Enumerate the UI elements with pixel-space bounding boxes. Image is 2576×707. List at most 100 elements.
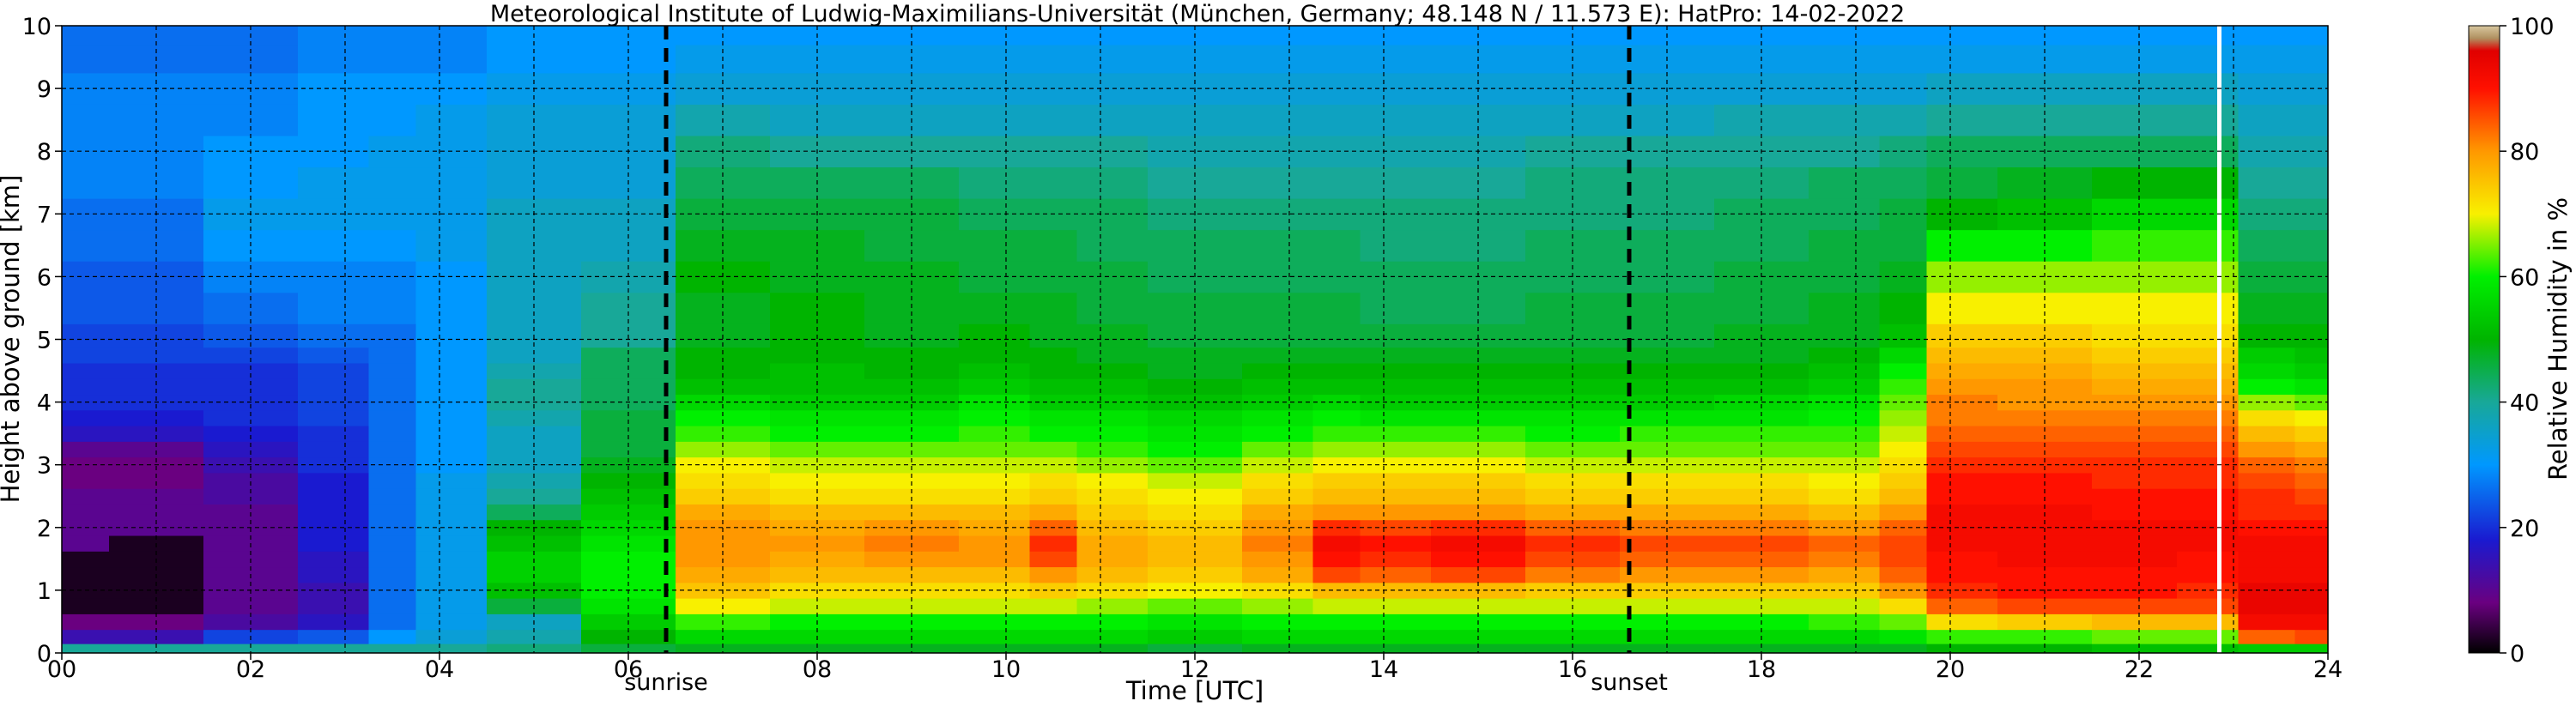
heatmap-cell <box>1360 441 1432 458</box>
heatmap-cell <box>959 441 1031 458</box>
heatmap-cell <box>1242 472 1314 489</box>
heatmap-cell <box>368 135 417 168</box>
heatmap-cell <box>581 441 676 458</box>
heatmap-cell <box>2092 44 2178 74</box>
heatmap-cell <box>1997 644 2093 654</box>
heatmap-cell <box>415 44 488 74</box>
heatmap-cell <box>2177 347 2240 364</box>
heatmap-cell <box>1242 292 1314 324</box>
heatmap-cell <box>1879 551 1928 568</box>
heatmap-cell <box>1360 472 1432 489</box>
heatmap-cell <box>1620 426 1715 442</box>
heatmap-cell <box>1076 535 1149 552</box>
heatmap-cell <box>2177 26 2240 45</box>
x-tick-label: 02 <box>236 656 265 683</box>
heatmap-cell <box>1242 551 1314 568</box>
heatmap-cell <box>1879 426 1928 442</box>
heatmap-cell <box>487 472 582 489</box>
heatmap-cell <box>1879 362 1928 379</box>
heatmap-cell <box>2294 535 2329 552</box>
heatmap-cell <box>1360 582 1432 599</box>
heatmap-cell <box>62 229 110 262</box>
heatmap-cell <box>676 347 771 364</box>
heatmap-cell <box>2177 551 2240 568</box>
heatmap-cell <box>1148 488 1243 505</box>
heatmap-cell <box>959 135 1031 168</box>
heatmap-cell <box>62 104 110 136</box>
heatmap-cell <box>1360 261 1432 293</box>
heatmap-cell <box>2238 409 2296 426</box>
heatmap-cell <box>2238 323 2296 348</box>
heatmap-cell <box>959 566 1031 583</box>
y-tick-label: 5 <box>37 328 52 354</box>
heatmap-cell <box>368 44 417 74</box>
heatmap-cell <box>298 441 370 458</box>
heatmap-cell <box>1997 426 2093 442</box>
heatmap-cell <box>368 472 417 489</box>
heatmap-cell <box>1620 644 1715 654</box>
heatmap-cell <box>109 488 204 505</box>
heatmap-cell <box>1997 472 2093 489</box>
heatmap-cell <box>1809 519 1881 536</box>
heatmap-cell <box>1242 44 1314 74</box>
heatmap-cell <box>864 378 960 396</box>
heatmap-cell <box>1029 504 1078 521</box>
heatmap-cell <box>1431 441 1526 458</box>
heatmap-cell <box>2092 551 2178 568</box>
heatmap-cell <box>1312 26 1361 45</box>
heatmap-cell <box>959 535 1031 552</box>
heatmap-cell <box>1148 426 1243 442</box>
heatmap-cell <box>2238 347 2296 364</box>
heatmap-cell <box>581 472 676 489</box>
heatmap-cell <box>1879 44 1928 74</box>
heatmap-cell <box>959 644 1031 654</box>
heatmap-cell <box>62 26 110 45</box>
heatmap-cell <box>298 644 370 654</box>
heatmap-cell <box>2177 456 2240 474</box>
heatmap-cell <box>1926 551 1998 568</box>
heatmap-cell <box>1809 426 1881 442</box>
heatmap-cell <box>959 104 1031 136</box>
heatmap-cell <box>415 613 488 631</box>
heatmap-cell <box>368 166 417 199</box>
heatmap-cell <box>959 598 1031 614</box>
x-tick-label: 04 <box>425 656 454 683</box>
heatmap-cell <box>959 261 1031 293</box>
heatmap-cell <box>368 26 417 45</box>
heatmap-cell <box>2294 409 2329 426</box>
heatmap-cell <box>1525 472 1621 489</box>
heatmap-cell <box>2238 598 2296 614</box>
heatmap-cell <box>1242 26 1314 45</box>
heatmap-cell <box>1148 394 1243 411</box>
y-tick-label: 9 <box>37 76 52 103</box>
heatmap-cell <box>2238 362 2296 379</box>
heatmap-cell <box>676 456 771 474</box>
heatmap-cell <box>203 347 299 364</box>
heatmap-cell <box>1809 644 1881 654</box>
heatmap-cell <box>1997 409 2093 426</box>
heatmap-cell <box>2092 362 2178 379</box>
y-tick-label: 6 <box>37 264 52 291</box>
colorbar-ticks: 0 20 40 60 80 100 <box>2500 14 2555 668</box>
heatmap-cell <box>62 378 110 396</box>
heatmap-cell <box>415 104 488 136</box>
heatmap-cell <box>415 629 488 644</box>
heatmap-cell <box>1360 613 1432 631</box>
heatmap-cell <box>368 644 417 654</box>
heatmap-cell <box>959 347 1031 364</box>
heatmap-cell <box>2294 504 2329 521</box>
heatmap-cell <box>415 362 488 379</box>
heatmap-cell <box>2238 488 2296 505</box>
heatmap-cell <box>1809 472 1881 489</box>
heatmap-cell <box>2177 166 2240 199</box>
heatmap-cell <box>1879 409 1928 426</box>
heatmap-cell <box>959 456 1031 474</box>
heatmap-cell <box>2294 551 2329 568</box>
heatmap-cell <box>1620 456 1715 474</box>
heatmap-cell <box>2238 566 2296 583</box>
heatmap-cell <box>1312 409 1361 426</box>
heatmap-cell <box>1879 323 1928 348</box>
heatmap-cell <box>62 488 110 505</box>
heatmap-cell <box>1714 644 1809 654</box>
heatmap-cell <box>2294 347 2329 364</box>
